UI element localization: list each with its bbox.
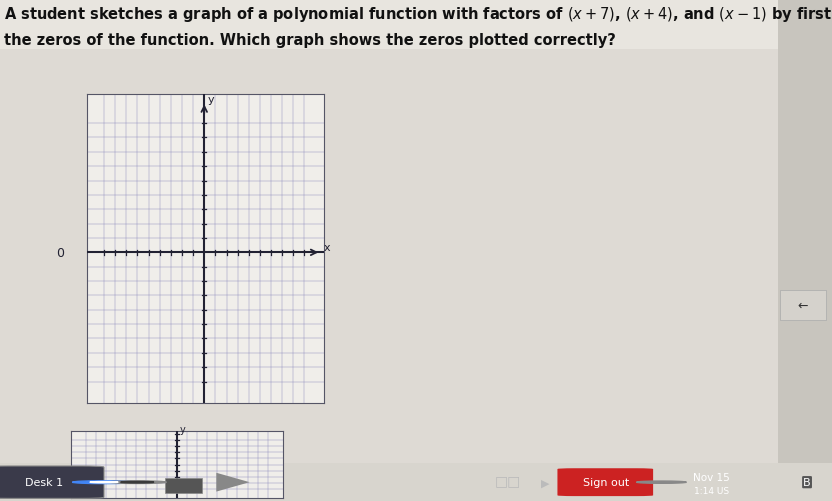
Bar — [0, 0, 832, 50]
Text: Sign out: Sign out — [582, 477, 629, 487]
Text: 1:14 US: 1:14 US — [694, 486, 729, 495]
FancyBboxPatch shape — [0, 466, 104, 498]
Text: □□: □□ — [494, 473, 521, 487]
Text: ▶: ▶ — [541, 477, 549, 487]
Bar — [165, 478, 202, 493]
Circle shape — [108, 481, 166, 483]
Text: ←: ← — [798, 299, 808, 312]
Text: x: x — [324, 242, 330, 252]
Text: B: B — [803, 477, 811, 487]
Text: 0: 0 — [56, 246, 64, 260]
Text: the zeros of the function. Which graph shows the zeros plotted correctly?: the zeros of the function. Which graph s… — [4, 33, 616, 48]
Circle shape — [636, 481, 686, 483]
Polygon shape — [216, 473, 250, 491]
Text: y: y — [180, 424, 185, 434]
Circle shape — [72, 481, 136, 483]
Text: Nov 15: Nov 15 — [693, 471, 730, 481]
Bar — [780, 291, 826, 321]
Text: A student sketches a graph of a polynomial function with factors of $(\mathit{x}: A student sketches a graph of a polynomi… — [4, 5, 832, 24]
Circle shape — [121, 481, 154, 483]
Circle shape — [90, 481, 118, 483]
FancyBboxPatch shape — [557, 468, 653, 496]
Text: y: y — [208, 95, 214, 105]
Bar — [778, 0, 832, 463]
Text: Desk 1: Desk 1 — [25, 477, 63, 487]
